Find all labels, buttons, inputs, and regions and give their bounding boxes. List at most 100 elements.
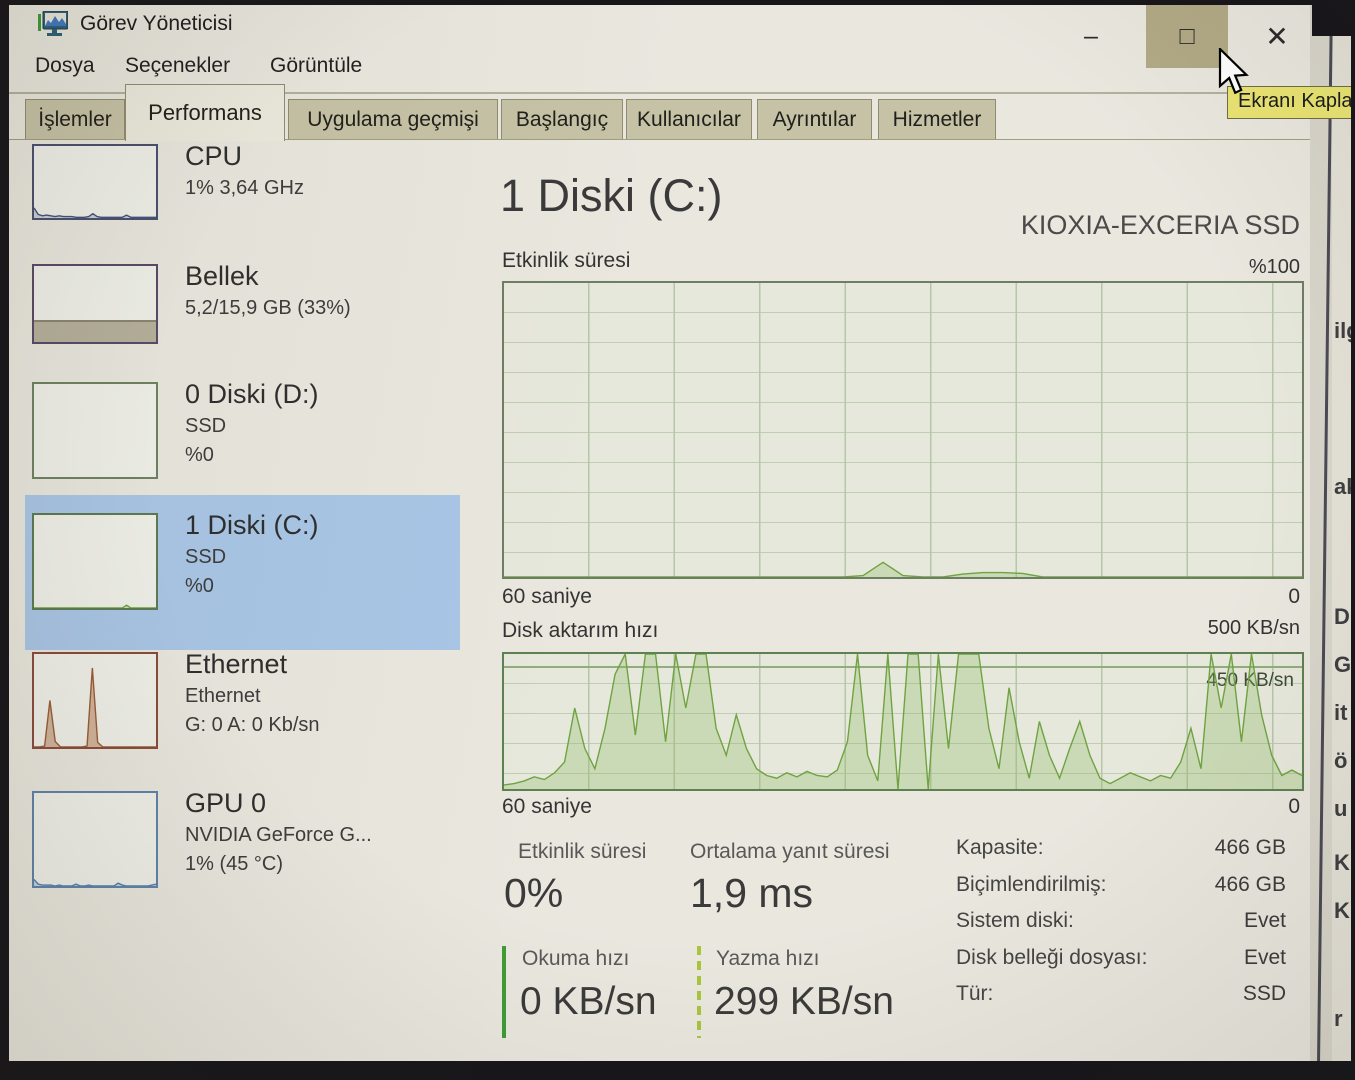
cpu-mini-chart — [32, 144, 158, 220]
background-text-fragment-3: G — [1334, 652, 1352, 677]
disk-c-line-1: %0 — [185, 574, 214, 597]
detail-row-1: Biçimlendirilmiş: 466 GB — [956, 873, 1286, 910]
active-time-stat-label: Etkinlik süresi — [518, 840, 647, 863]
ethernet-title: Ethernet — [185, 649, 288, 679]
sidebar-item-gpu[interactable]: GPU 0 NVIDIA GeForce G... 1% (45 °C) — [25, 787, 460, 909]
menu-dosya[interactable]: Dosya — [35, 54, 95, 77]
write-legend-bar — [697, 946, 701, 1038]
detail-key: Biçimlendirilmiş: — [956, 872, 1107, 896]
disk-c-title: 1 Diski (C:) — [185, 510, 319, 540]
response-stat-label: Ortalama yanıt süresi — [690, 840, 890, 863]
background-text-fragment-5: ö — [1334, 748, 1348, 773]
transfer-x-right: 0 — [1288, 795, 1300, 818]
cpu-line-0: 1% 3,64 GHz — [185, 176, 304, 199]
transfer-x-left: 60 saniye — [502, 795, 592, 818]
minimize-button[interactable]: – — [1084, 21, 1098, 50]
memory-used-fill — [34, 320, 156, 342]
ethernet-labels: Ethernet Ethernet G: 0 A: 0 Kb/sn — [185, 648, 320, 740]
sidebar-item-memory[interactable]: Bellek 5,2/15,9 GB (33%) — [25, 260, 460, 380]
background-text-fragment-1: ak — [1334, 474, 1355, 499]
write-stat-value: 299 KB/sn — [714, 980, 894, 1023]
read-stat-label: Okuma hızı — [522, 947, 630, 970]
tab-uygulama-gecmisi[interactable]: Uygulama geçmişi — [288, 99, 498, 139]
tab-performans[interactable]: Performans — [125, 84, 285, 141]
photo-edge-bottom — [0, 1061, 1355, 1080]
active-time-chart-max: %100 — [1248, 256, 1300, 278]
task-manager-window: Görev Yöneticisi – □ ✕ Dosya Seçenekler … — [8, 4, 1310, 1062]
transfer-chart-max: 500 KB/sn — [1207, 617, 1300, 639]
detail-value: Evet — [1243, 909, 1286, 932]
background-text-fragment-0: ilg — [1334, 318, 1355, 343]
detail-value: 466 GB — [1214, 836, 1286, 859]
disk-c-mini-chart — [32, 513, 158, 610]
sidebar-item-cpu[interactable]: CPU 1% 3,64 GHz — [25, 140, 460, 262]
tab-hizmetler[interactable]: Hizmetler — [878, 99, 996, 139]
sidebar-item-disk-d[interactable]: 0 Diski (D:) SSD %0 — [25, 378, 460, 495]
cpu-labels: CPU 1% 3,64 GHz — [185, 140, 304, 203]
active-time-stat-value: 0% — [504, 870, 564, 916]
gpu-mini-chart — [32, 791, 158, 888]
mouse-cursor — [1218, 46, 1250, 95]
menu-secenekler[interactable]: Seçenekler — [125, 54, 231, 77]
tab-ayrintilar[interactable]: Ayrıntılar — [757, 99, 872, 139]
detail-row-3: Disk belleği dosyası: Evet — [956, 946, 1286, 983]
read-stat-value: 0 KB/sn — [520, 980, 657, 1023]
cpu-title: CPU — [185, 141, 243, 171]
menubar: Dosya Seçenekler Görüntüle — [8, 50, 1310, 88]
memory-labels: Bellek 5,2/15,9 GB (33%) — [185, 260, 351, 323]
task-manager-icon — [38, 10, 69, 37]
disk-c-line-0: SSD — [185, 545, 227, 568]
page-title: 1 Diski (C:) — [500, 170, 723, 221]
detail-value: 466 GB — [1214, 872, 1286, 896]
tabstrip-baseline — [8, 139, 1310, 140]
background-text-fragment-7: K — [1334, 850, 1350, 875]
memory-line-0: 5,2/15,9 GB (33%) — [185, 296, 351, 319]
detail-row-2: Sistem diski: Evet — [956, 909, 1286, 946]
maximize-button[interactable]: □ — [1146, 4, 1228, 68]
read-legend-bar — [502, 946, 506, 1038]
active-time-chart — [502, 281, 1304, 579]
background-text-fragment-6: u — [1334, 796, 1348, 821]
active-time-chart-label: Etkinlik süresi — [502, 249, 631, 272]
disk-d-labels: 0 Diski (D:) SSD %0 — [185, 378, 319, 470]
background-window-pane — [1332, 0, 1355, 1080]
memory-title: Bellek — [185, 261, 259, 291]
tab-baslangic[interactable]: Başlangıç — [501, 99, 623, 139]
disk-details-list: Kapasite: 466 GB Biçimlendirilmiş: 466 GB Si… — [956, 836, 1286, 1019]
gpu-line-0: NVIDIA GeForce G... — [185, 823, 372, 846]
detail-value: SSD — [1242, 982, 1286, 1005]
gpu-labels: GPU 0 NVIDIA GeForce G... 1% (45 °C) — [185, 787, 372, 879]
disk-c-labels: 1 Diski (C:) SSD %0 — [185, 509, 319, 601]
tooltip: Ekranı Kapla — [1227, 86, 1355, 119]
detail-key: Sistem diski: — [956, 909, 1074, 932]
ethernet-line-0: Ethernet — [185, 684, 261, 707]
tab-kullanicilar[interactable]: Kullanıcılar — [626, 99, 752, 139]
performance-sidebar: CPU 1% 3,64 GHz Bellek 5,2/15,9 GB (33%) 0 D… — [25, 140, 460, 1042]
write-stat-label: Yazma hızı — [716, 947, 820, 970]
background-text-fragment-2: D — [1334, 604, 1350, 629]
photo-edge-right — [1351, 0, 1355, 1080]
close-button[interactable]: ✕ — [1265, 20, 1289, 52]
detail-row-4: Tür: SSD — [956, 982, 1286, 1019]
titlebar: Görev Yöneticisi – □ ✕ — [8, 4, 1310, 68]
gpu-line-1: 1% (45 °C) — [185, 852, 284, 875]
memory-mini-chart — [32, 264, 158, 344]
sidebar-item-disk-c[interactable]: 1 Diski (C:) SSD %0 — [25, 495, 460, 650]
background-text-fragment-8: K — [1334, 898, 1350, 923]
tab-islemler[interactable]: İşlemler — [25, 99, 125, 139]
detail-key: Kapasite: — [956, 836, 1044, 859]
background-window-edge — [1316, 0, 1333, 1080]
device-name: KIOXIA-EXCERIA SSD — [1020, 210, 1300, 240]
transfer-chart-label: Disk aktarım hızı — [502, 619, 659, 642]
detail-value: Evet — [1243, 945, 1286, 969]
sidebar-item-ethernet[interactable]: Ethernet Ethernet G: 0 A: 0 Kb/sn — [25, 648, 460, 789]
menu-goruntule[interactable]: Görüntüle — [270, 54, 363, 77]
menu-separator — [8, 92, 1310, 94]
photo-edge-top — [0, 0, 1355, 5]
disk-d-line-0: SSD — [185, 414, 227, 437]
background-text-fragment-4: it — [1334, 700, 1348, 725]
transfer-450-gridline — [504, 666, 1302, 668]
transfer-chart: 450 KB/sn — [502, 652, 1304, 791]
